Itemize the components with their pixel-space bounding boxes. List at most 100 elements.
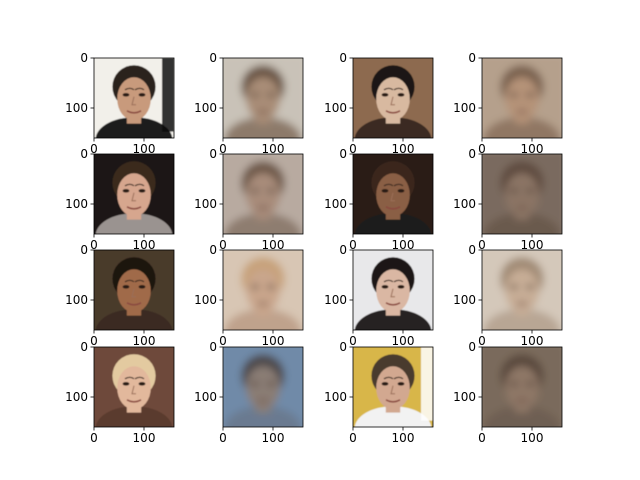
y-tick-label: 100 — [194, 101, 217, 115]
y-tick-label: 0 — [209, 147, 217, 161]
face-image — [94, 347, 174, 427]
axes-frame — [93, 57, 175, 139]
face-image — [353, 154, 433, 234]
subplot-panel: 0 100 0 100 — [324, 51, 434, 156]
x-tick-label: 0 — [478, 431, 486, 445]
x-tick-label: 100 — [262, 142, 285, 156]
reconstructed-face-image — [223, 250, 303, 330]
y-tick-label: 100 — [324, 390, 347, 404]
face-image — [353, 347, 433, 427]
subplot-panel: 0 100 0 100 — [65, 243, 175, 348]
x-tick-label: 100 — [392, 334, 415, 348]
x-tick-label: 100 — [521, 334, 544, 348]
y-tick-label: 100 — [324, 293, 347, 307]
y-tick-label: 0 — [339, 51, 347, 65]
y-tick-label: 100 — [324, 197, 347, 211]
subplot-grid: 0 100 0 100 0 100 0 100 0 100 0 100 0 100 0 100 0 100 0 100… — [65, 51, 563, 445]
y-tick-label: 100 — [194, 293, 217, 307]
reconstructed-face-image — [223, 154, 303, 234]
x-tick-label: 100 — [392, 238, 415, 252]
reconstructed-face-image — [223, 58, 303, 138]
x-tick-label: 100 — [392, 142, 415, 156]
y-tick-label: 0 — [468, 51, 476, 65]
subplot-panel: 0 100 0 100 — [194, 147, 304, 252]
x-tick-label: 0 — [219, 238, 227, 252]
x-tick-label: 100 — [133, 431, 156, 445]
y-tick-label: 0 — [339, 340, 347, 354]
subplot-panel: 0 100 0 100 — [453, 340, 563, 445]
subplot-panel: 0 100 0 100 — [453, 243, 563, 348]
axes-frame — [222, 57, 304, 139]
y-tick-label: 100 — [453, 197, 476, 211]
reconstructed-face-image — [482, 58, 562, 138]
reconstructed-face-image — [482, 250, 562, 330]
subplot-panel: 0 100 0 100 — [65, 340, 175, 445]
axes-frame — [352, 249, 434, 331]
reconstructed-face-image — [223, 347, 303, 427]
y-tick-label: 100 — [453, 101, 476, 115]
y-tick-label: 0 — [468, 243, 476, 257]
axes-frame — [93, 249, 175, 331]
y-tick-label: 100 — [453, 293, 476, 307]
x-tick-label: 100 — [521, 142, 544, 156]
x-tick-label: 0 — [349, 238, 357, 252]
y-tick-label: 0 — [209, 243, 217, 257]
y-tick-label: 100 — [194, 390, 217, 404]
face-image — [94, 58, 174, 138]
x-tick-label: 0 — [349, 142, 357, 156]
x-tick-label: 100 — [133, 142, 156, 156]
axes-frame — [93, 153, 175, 235]
subplot-panel: 0 100 0 100 — [65, 51, 175, 156]
x-tick-label: 0 — [478, 142, 486, 156]
subplot-panel: 0 100 0 100 — [194, 51, 304, 156]
axes-frame — [222, 249, 304, 331]
axes-frame — [352, 346, 434, 428]
x-tick-label: 0 — [478, 334, 486, 348]
subplot-panel: 0 100 0 100 — [453, 147, 563, 252]
x-tick-label: 100 — [262, 334, 285, 348]
y-tick-label: 100 — [194, 197, 217, 211]
axes-frame — [93, 346, 175, 428]
subplot-panel: 0 100 0 100 — [194, 340, 304, 445]
subplot-panel: 0 100 0 100 — [324, 147, 434, 252]
face-image — [353, 58, 433, 138]
axes-frame — [352, 153, 434, 235]
x-tick-label: 0 — [219, 142, 227, 156]
face-image — [94, 250, 174, 330]
reconstructed-face-image — [482, 347, 562, 427]
face-image — [94, 154, 174, 234]
x-tick-label: 0 — [219, 334, 227, 348]
reconstructed-face-image — [482, 154, 562, 234]
x-tick-label: 0 — [219, 431, 227, 445]
y-tick-label: 100 — [453, 390, 476, 404]
x-tick-label: 0 — [90, 334, 98, 348]
x-tick-label: 0 — [349, 334, 357, 348]
y-tick-label: 0 — [80, 51, 88, 65]
x-tick-label: 100 — [133, 334, 156, 348]
x-tick-label: 0 — [90, 142, 98, 156]
face-image — [353, 250, 433, 330]
y-tick-label: 0 — [468, 340, 476, 354]
axes-frame — [222, 153, 304, 235]
y-tick-label: 100 — [65, 390, 88, 404]
y-tick-label: 0 — [339, 147, 347, 161]
x-tick-label: 100 — [521, 238, 544, 252]
axes-frame — [481, 346, 563, 428]
axes-frame — [481, 57, 563, 139]
y-tick-label: 0 — [209, 340, 217, 354]
y-tick-label: 0 — [80, 340, 88, 354]
x-tick-label: 100 — [133, 238, 156, 252]
y-tick-label: 100 — [324, 101, 347, 115]
subplot-panel: 0 100 0 100 — [324, 243, 434, 348]
y-tick-label: 0 — [80, 147, 88, 161]
subplot-panel: 0 100 0 100 — [65, 147, 175, 252]
subplot-panel: 0 100 0 100 — [324, 340, 434, 445]
y-tick-label: 100 — [65, 101, 88, 115]
y-tick-label: 100 — [65, 197, 88, 211]
x-tick-label: 0 — [478, 238, 486, 252]
y-tick-label: 0 — [80, 243, 88, 257]
subplot-panel: 0 100 0 100 — [194, 243, 304, 348]
x-tick-label: 100 — [392, 431, 415, 445]
x-tick-label: 100 — [262, 238, 285, 252]
